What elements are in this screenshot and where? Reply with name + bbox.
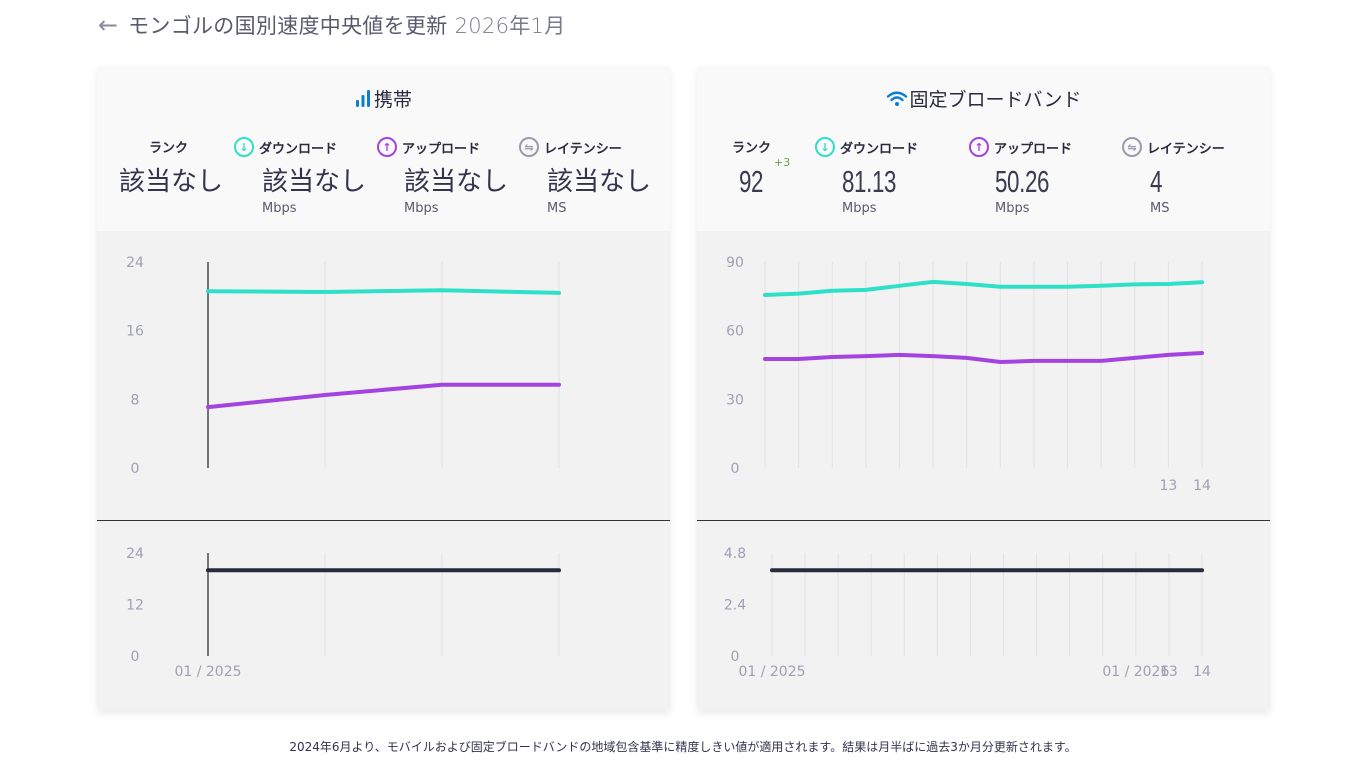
y-tick-label: 8 xyxy=(131,392,140,408)
y-tick-label: 90 xyxy=(726,255,744,271)
x-tick-label: 13 xyxy=(1160,664,1178,680)
mobile-upload-value: 該当なし xyxy=(404,167,509,197)
x-tick-label: 01 / 2025 xyxy=(738,664,805,680)
mobile-summary: 携帯 ランク ↓ ダウンロード ↑ アップロード ⇋ レイテンシー 該当なし 該… xyxy=(97,66,670,231)
mobile-charts[interactable]: 0 8 16 24 0 12 24 01 / 2025 xyxy=(97,231,670,710)
fixed-download-unit: Mbps xyxy=(842,201,877,216)
mobile-upload-label: ↑ アップロード xyxy=(377,137,480,157)
x-tick-label: 01 / 2026 xyxy=(1102,664,1169,680)
mobile-latency-label: ⇋ レイテンシー xyxy=(519,137,622,157)
fixed-rank-label: ランク xyxy=(732,137,771,156)
upload-arrow-icon: ↑ xyxy=(969,137,989,157)
series-line xyxy=(763,279,1204,297)
fixed-rank-change: +3 xyxy=(774,156,791,169)
y-tick-label: 16 xyxy=(126,324,144,340)
mobile-latency-unit: MS xyxy=(547,201,567,216)
y-tick-label: 30 xyxy=(726,392,744,408)
latency-label-text: レイテンシー xyxy=(1147,141,1225,157)
fixed-upload-value: 50.26 xyxy=(995,164,1050,199)
chart-divider xyxy=(97,520,670,521)
y-tick-label: 12 xyxy=(126,598,144,614)
arrow-left-icon[interactable]: ← xyxy=(98,11,119,39)
y-tick-label: 60 xyxy=(726,324,744,340)
fixed-rank-value: 92 xyxy=(739,164,764,199)
download-label-text: ダウンロード xyxy=(259,141,338,157)
y-tick-label: 24 xyxy=(126,255,144,271)
x-tick-label: 14 xyxy=(1193,664,1211,680)
series-line xyxy=(206,382,561,410)
x-tick-label: 14 xyxy=(1193,478,1211,494)
fixed-title-text: 固定ブロードバンド xyxy=(909,89,1082,111)
fixed-broadband-card: 固定ブロードバンド ランク ↓ ダウンロード ↑ アップロード ⇋ レイテンシー… xyxy=(697,66,1270,710)
x-tick-label: 13 xyxy=(1159,478,1177,494)
mobile-speed-chart: 0 8 16 24 xyxy=(126,255,561,477)
x-tick-label: 01 / 2025 xyxy=(174,664,241,680)
download-arrow-icon: ↓ xyxy=(234,137,254,157)
fixed-download-value: 81.13 xyxy=(842,164,897,199)
mobile-download-unit: Mbps xyxy=(262,201,297,216)
y-tick-label: 0 xyxy=(131,649,140,665)
signal-bars-icon xyxy=(355,90,370,107)
rank-label-text: ランク xyxy=(149,141,189,156)
y-tick-label: 0 xyxy=(731,649,740,665)
y-tick-label: 0 xyxy=(131,461,140,477)
mobile-download-value: 該当なし xyxy=(262,167,367,197)
upload-label-text: アップロード xyxy=(402,141,481,157)
mobile-upload-unit: Mbps xyxy=(404,201,439,216)
fixed-card-title: 固定ブロードバンド xyxy=(697,85,1270,112)
latency-label-text: レイテンシー xyxy=(544,141,622,157)
y-tick-label: 0 xyxy=(731,461,740,477)
mobile-card: 携帯 ランク ↓ ダウンロード ↑ アップロード ⇋ レイテンシー 該当なし 該… xyxy=(97,66,670,710)
page-title: モンゴルの国別速度中央値を更新 2026年1月 xyxy=(128,10,565,40)
mobile-latency-value: 該当なし xyxy=(547,167,652,197)
series-line xyxy=(206,288,561,295)
mobile-card-title: 携帯 xyxy=(97,85,670,112)
upload-arrow-icon: ↑ xyxy=(377,137,397,157)
rank-label-text: ランク xyxy=(732,141,772,156)
series-line xyxy=(763,351,1204,364)
fixed-latency-label: ⇋ レイテンシー xyxy=(1122,137,1225,157)
page-title-text: モンゴルの国別速度中央値を更新 xyxy=(128,14,448,38)
y-tick-label: 2.4 xyxy=(724,598,746,614)
mobile-rank-value: 該当なし xyxy=(119,167,224,197)
chart-divider xyxy=(697,520,1270,521)
download-arrow-icon: ↓ xyxy=(815,137,835,157)
wifi-icon xyxy=(886,91,907,106)
footnote: 2024年6月より、モバイルおよび固定ブロードバンドの地域包含基準に精度しきい値… xyxy=(289,740,1077,754)
fixed-upload-unit: Mbps xyxy=(995,201,1030,216)
download-label-text: ダウンロード xyxy=(840,141,919,157)
mobile-title-text: 携帯 xyxy=(373,89,412,111)
fixed-upload-label: ↑ アップロード xyxy=(969,137,1072,157)
page-title-date: 2026年1月 xyxy=(454,14,566,38)
upload-label-text: アップロード xyxy=(994,141,1073,157)
fixed-speed-chart: 0 30 60 90 13 14 xyxy=(726,255,1211,494)
fixed-summary: 固定ブロードバンド ランク ↓ ダウンロード ↑ アップロード ⇋ レイテンシー… xyxy=(697,66,1270,231)
mobile-rank-label: ランク xyxy=(149,137,188,156)
fixed-latency-value: 4 xyxy=(1150,164,1163,199)
latency-icon: ⇋ xyxy=(1122,137,1142,157)
y-tick-label: 4.8 xyxy=(724,546,746,562)
mobile-latency-chart: 0 12 24 01 / 2025 xyxy=(126,546,561,680)
y-tick-label: 24 xyxy=(126,546,144,562)
mobile-download-label: ↓ ダウンロード xyxy=(234,137,337,157)
page-header: ← モンゴルの国別速度中央値を更新 2026年1月 xyxy=(98,8,566,42)
fixed-download-label: ↓ ダウンロード xyxy=(815,137,918,157)
fixed-latency-unit: MS xyxy=(1150,201,1170,216)
latency-icon: ⇋ xyxy=(519,137,539,157)
